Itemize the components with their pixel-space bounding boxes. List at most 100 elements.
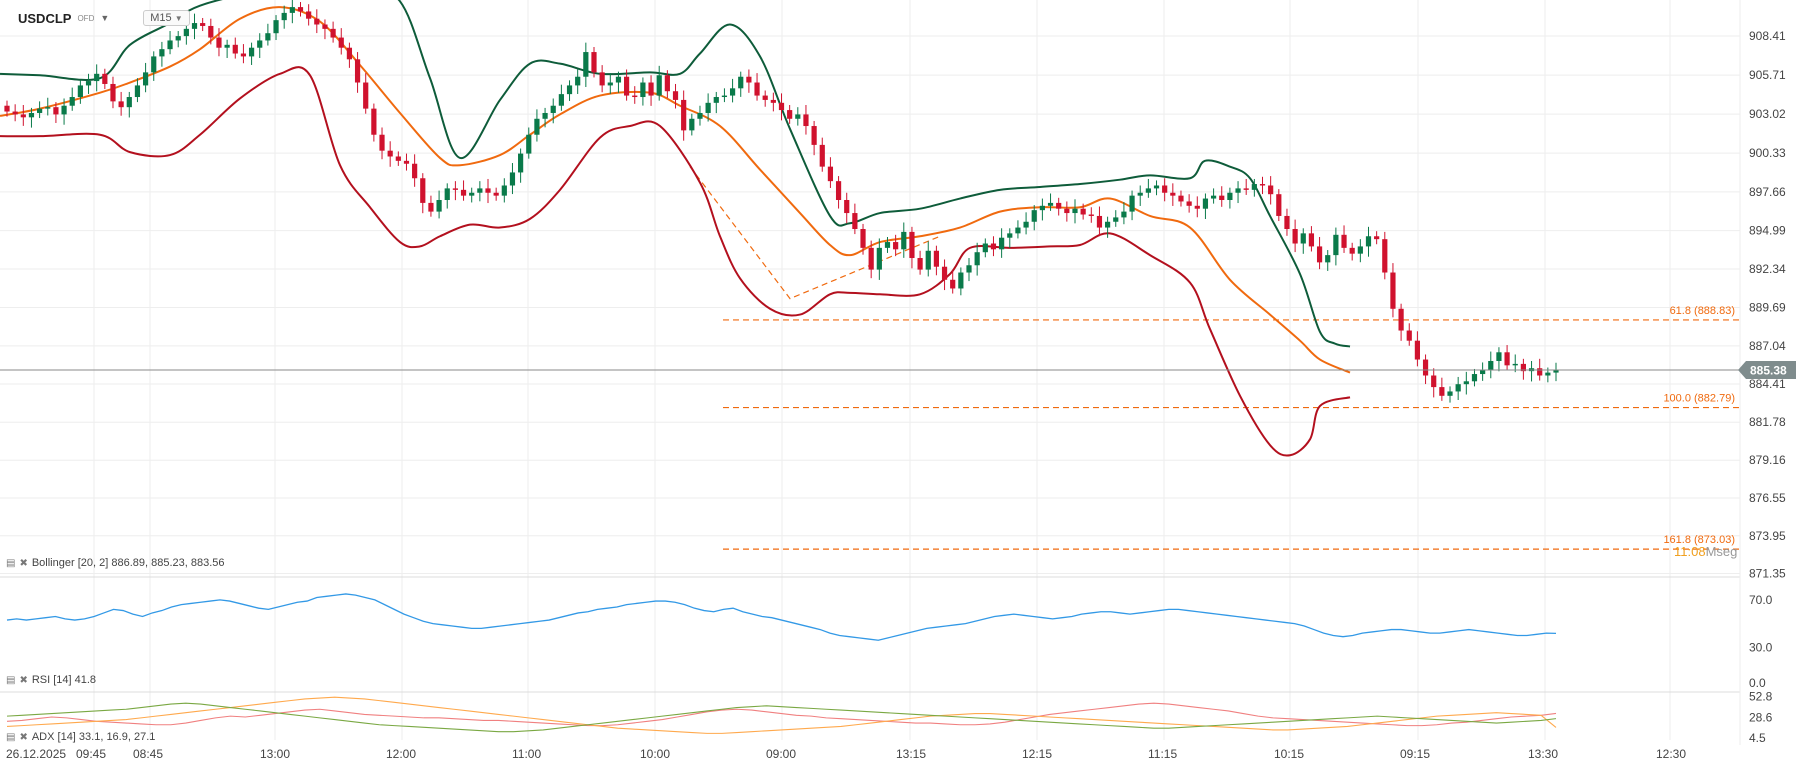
candle-body	[4, 105, 10, 112]
indicator-icon[interactable]: ▤	[6, 557, 16, 569]
candle-body	[1047, 202, 1054, 206]
countdown-unit-prefix: M	[1705, 544, 1717, 559]
candle-body	[501, 185, 507, 196]
time-tick-label: 10:15	[1274, 747, 1304, 761]
time-tick-label: 12:30	[1656, 747, 1686, 761]
price-tick-label: 876.55	[1749, 491, 1786, 505]
candles[interactable]	[4, 0, 1559, 403]
last-price-label: 885.38	[1750, 363, 1787, 377]
candle-body	[1406, 330, 1412, 341]
candle-body	[542, 112, 548, 119]
candle-body	[746, 76, 752, 83]
time-tick-label: 11:00	[512, 747, 541, 761]
candle-body	[61, 105, 67, 115]
time-tick-label: 09:00	[766, 747, 796, 761]
candle-body	[208, 25, 214, 38]
price-tick-label: 900.33	[1749, 146, 1786, 160]
candle-body	[974, 252, 980, 266]
fib-level-label: 61.8 (888.83)	[1670, 305, 1735, 317]
candle-body	[893, 242, 899, 250]
candle-body	[1414, 340, 1421, 360]
candle-body	[909, 231, 915, 259]
candle-body	[1129, 195, 1135, 212]
candle-body	[664, 75, 670, 92]
timeframe-label: M15	[150, 12, 172, 24]
candle-body	[966, 265, 972, 273]
candle-body	[452, 188, 458, 190]
time-tick-label: 09:15	[1400, 747, 1430, 761]
candle-body	[102, 73, 108, 84]
candle-body	[371, 108, 377, 135]
candle-body	[53, 107, 59, 115]
price-tick-label: 903.02	[1749, 107, 1786, 121]
bollinger-bands	[0, 0, 1351, 457]
candle-body	[1023, 221, 1029, 228]
candle-body	[1341, 234, 1347, 248]
close-icon[interactable]: ✖	[19, 731, 28, 743]
candle-body	[1480, 369, 1486, 375]
candle-body	[990, 243, 997, 250]
candle-body	[901, 231, 907, 250]
candle-body	[1439, 387, 1445, 396]
candle-body	[289, 7, 295, 13]
candle-body	[395, 156, 401, 161]
timeframe-select[interactable]: M15 ▼	[143, 10, 190, 26]
price-tick-label: 897.66	[1749, 185, 1786, 199]
candle-body	[803, 114, 809, 127]
candle-body	[1096, 215, 1103, 228]
candle-body	[224, 44, 230, 48]
close-icon[interactable]: ✖	[19, 557, 28, 569]
indicator-icon[interactable]: ▤	[6, 731, 16, 743]
candle-body	[297, 7, 304, 12]
candle-body	[346, 47, 353, 60]
candle-body	[632, 95, 638, 98]
candle-body	[314, 18, 320, 25]
candle-body	[787, 110, 793, 119]
candle-body	[1455, 384, 1461, 392]
candle-body	[183, 28, 189, 37]
candle-body	[77, 85, 83, 98]
candle-body	[469, 192, 475, 196]
candle-body	[1284, 215, 1290, 230]
candle-body	[1316, 246, 1323, 263]
candle-body	[1235, 188, 1241, 193]
symbol-name[interactable]: USDCLP	[18, 10, 72, 26]
bollinger-lower-band	[0, 66, 1351, 457]
candle-body	[493, 192, 499, 196]
candle-body	[1137, 192, 1143, 196]
candle-body	[354, 59, 361, 83]
candle-body	[672, 91, 679, 100]
candle-body	[1080, 208, 1086, 215]
candle-body	[941, 266, 948, 280]
last-price-tag	[1738, 360, 1796, 379]
candle-body	[811, 126, 817, 145]
candle-body	[558, 94, 564, 106]
candle-body	[526, 134, 532, 154]
bollinger-upper-band	[0, 0, 1351, 348]
time-tick-label: 12:00	[386, 747, 416, 761]
candle-body	[338, 37, 344, 48]
countdown-time: 11:08	[1674, 544, 1706, 559]
chevron-down-icon[interactable]: ▼	[100, 13, 110, 23]
candle-body	[322, 24, 328, 29]
candle-body	[216, 37, 222, 48]
candle-body	[534, 118, 540, 135]
candle-body	[248, 47, 255, 57]
candle-body	[1219, 195, 1225, 200]
bar-countdown: 11:08Mseg	[1674, 544, 1737, 559]
chevron-down-icon: ▼	[174, 14, 183, 23]
candle-body	[958, 272, 964, 289]
candle-body	[884, 242, 891, 248]
time-tick-label: 13:15	[896, 747, 926, 761]
candle-body	[1463, 381, 1469, 385]
candle-body	[257, 40, 263, 48]
candle-body	[1390, 272, 1396, 309]
indicator-icon[interactable]: ▤	[6, 674, 16, 686]
symbol-sub: OFD	[77, 13, 95, 23]
candle-body	[45, 107, 51, 109]
adx-series-di	[6, 696, 1557, 734]
adx-series-di	[6, 702, 1557, 733]
candle-body	[1210, 195, 1217, 199]
close-icon[interactable]: ✖	[19, 674, 28, 686]
